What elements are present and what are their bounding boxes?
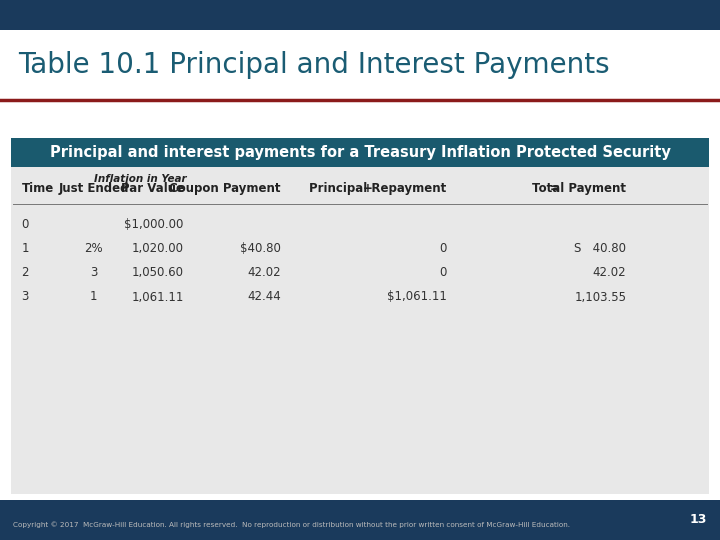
Text: Total Payment: Total Payment [532, 183, 626, 195]
Text: 42.44: 42.44 [247, 291, 281, 303]
Text: $1,061.11: $1,061.11 [387, 291, 446, 303]
FancyBboxPatch shape [11, 167, 709, 494]
Text: 2: 2 [22, 266, 29, 279]
Text: 0: 0 [439, 266, 446, 279]
Text: Copyright © 2017  McGraw-Hill Education. All rights reserved.  No reproduction o: Copyright © 2017 McGraw-Hill Education. … [13, 521, 570, 528]
FancyBboxPatch shape [0, 30, 720, 100]
Text: Time: Time [22, 183, 54, 195]
Text: 0: 0 [439, 242, 446, 255]
FancyBboxPatch shape [0, 100, 720, 151]
Text: 13: 13 [690, 513, 707, 526]
Text: $1,000.00: $1,000.00 [125, 218, 184, 231]
Text: Par Value: Par Value [121, 183, 184, 195]
Text: Coupon Payment: Coupon Payment [169, 183, 281, 195]
Text: Principal and interest payments for a Treasury Inflation Protected Security: Principal and interest payments for a Tr… [50, 145, 670, 160]
FancyBboxPatch shape [0, 500, 720, 540]
Text: 1: 1 [22, 242, 29, 255]
Text: 2%: 2% [84, 242, 103, 255]
Text: 1,103.55: 1,103.55 [575, 291, 626, 303]
Text: 3: 3 [22, 291, 29, 303]
Text: Principal Repayment: Principal Repayment [309, 183, 446, 195]
Text: 1: 1 [90, 291, 97, 303]
Text: 1,020.00: 1,020.00 [132, 242, 184, 255]
Text: Just Ended: Just Ended [58, 183, 129, 195]
FancyBboxPatch shape [0, 0, 720, 30]
Text: $40.80: $40.80 [240, 242, 281, 255]
Text: 0: 0 [22, 218, 29, 231]
Text: S   40.80: S 40.80 [575, 242, 626, 255]
Text: 42.02: 42.02 [247, 266, 281, 279]
Text: +: + [362, 183, 372, 195]
Text: 1,061.11: 1,061.11 [131, 291, 184, 303]
Text: 3: 3 [90, 266, 97, 279]
Text: Inflation in Year: Inflation in Year [94, 173, 186, 184]
Text: 1,050.60: 1,050.60 [132, 266, 184, 279]
Text: Table 10.1 Principal and Interest Payments: Table 10.1 Principal and Interest Paymen… [18, 51, 610, 79]
Text: 42.02: 42.02 [593, 266, 626, 279]
Text: =: = [549, 183, 559, 195]
FancyBboxPatch shape [11, 138, 709, 167]
